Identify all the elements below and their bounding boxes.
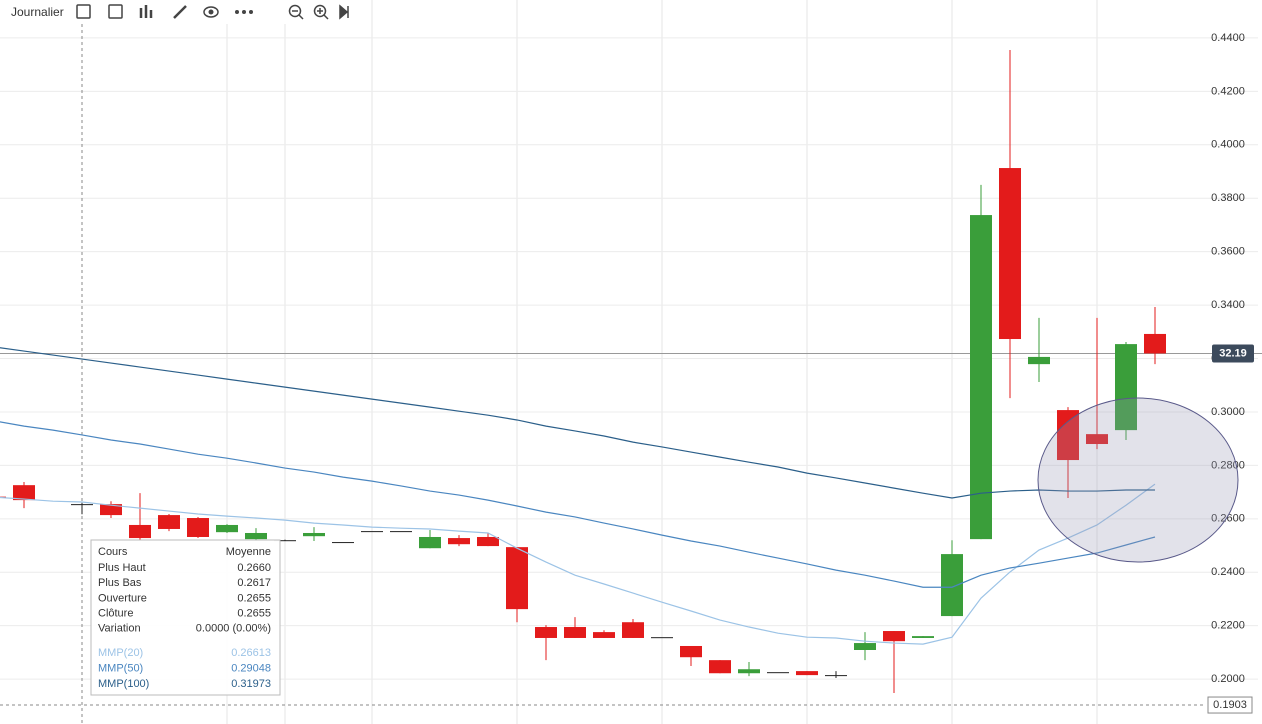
candle-body	[13, 485, 35, 501]
tooltip-value: 0.2660	[237, 562, 271, 574]
tooltip-ma-value: 0.29048	[231, 662, 271, 674]
tooltip-ma-label: MMP(50)	[98, 662, 143, 674]
y-tick-label: 0.2400	[1211, 566, 1245, 578]
y-tick-label: 0.3400	[1211, 299, 1245, 311]
candle-body	[883, 631, 905, 642]
tooltip: Cours Moyenne Plus Haut 0.2660 Plus Bas 0.2…	[90, 539, 281, 696]
tooltip-ma-value: 0.26613	[231, 647, 271, 659]
candle-body	[216, 524, 238, 533]
candle-body	[477, 536, 499, 547]
candle-body	[709, 660, 731, 674]
candle-body	[970, 215, 992, 540]
indicators-icon[interactable]	[139, 5, 153, 18]
period-select[interactable]: Journalier	[11, 5, 64, 19]
candle-body	[448, 538, 470, 545]
candle-body	[506, 547, 528, 610]
candle-body	[187, 518, 209, 537]
crosshair-price-box	[1207, 696, 1253, 714]
last-price-box	[1212, 344, 1254, 363]
tooltip-header: Cours	[98, 546, 128, 558]
moving-average-line	[0, 483, 1156, 645]
y-tick-label: 0.4000	[1211, 139, 1245, 151]
moving-average-line	[0, 421, 1156, 588]
candle-body	[274, 540, 296, 542]
y-tick-label: 0.2800	[1211, 459, 1245, 471]
y-tick-label: 0.3800	[1211, 192, 1245, 204]
tooltip-value: 0.2655	[237, 608, 271, 620]
tooltip-label: Variation	[98, 623, 141, 635]
candle-body	[1086, 434, 1108, 445]
tooltip-label: Plus Bas	[98, 577, 142, 589]
candle-body	[535, 627, 557, 638]
y-tick-label: 0.3000	[1211, 406, 1245, 418]
candle-body	[941, 554, 963, 617]
candle-body	[593, 632, 615, 638]
candle-body	[1115, 344, 1137, 431]
toolbar: Journalier	[0, 0, 360, 24]
tooltip-label: Ouverture	[98, 592, 147, 604]
candle-body	[651, 637, 673, 639]
candle-body	[71, 504, 93, 506]
moving-average-line	[0, 347, 1155, 499]
y-tick-label: 0.2600	[1211, 513, 1245, 525]
tooltip-ma-value: 0.31973	[231, 678, 271, 690]
last-price-label: 32.19	[1219, 347, 1247, 359]
candle-body	[738, 669, 760, 674]
candle-body	[912, 636, 934, 638]
view-icon[interactable]	[203, 6, 219, 18]
y-tick-label: 0.4200	[1211, 85, 1245, 97]
plot-area	[0, 49, 1166, 694]
candle-body	[1144, 333, 1166, 354]
candle-body	[419, 536, 441, 549]
tooltip-value: 0.2655	[237, 592, 271, 604]
candle-body	[245, 532, 267, 540]
price-axis: 0.20000.22000.24000.26000.28000.30000.32…	[1207, 32, 1254, 714]
candle-body	[796, 671, 818, 676]
candle-body	[999, 168, 1021, 340]
highlight-ellipse	[1037, 397, 1239, 563]
calendar-icon[interactable]	[76, 4, 91, 19]
tooltip-label: Clôture	[98, 608, 133, 620]
candle-body	[129, 524, 151, 539]
candle-body	[854, 643, 876, 650]
tooltip-header: Moyenne	[226, 546, 271, 558]
draw-icon[interactable]	[173, 5, 187, 19]
candle-body	[100, 504, 122, 516]
y-tick-label: 0.2000	[1211, 673, 1245, 685]
candle-body	[158, 515, 180, 529]
candle-body	[680, 645, 702, 658]
candle-body	[361, 531, 383, 533]
crosshair-price-label: 0.1903	[1213, 699, 1247, 711]
candle-body	[1028, 356, 1050, 365]
tooltip-box	[90, 539, 281, 696]
tooltip-ma-label: MMP(20)	[98, 647, 143, 659]
y-tick-label: 0.4400	[1211, 32, 1245, 44]
tooltip-value: 0.0000 (0.00%)	[196, 623, 271, 635]
candle-body	[303, 532, 325, 537]
more-icon[interactable]	[235, 10, 253, 14]
candle-body	[390, 531, 412, 533]
chart-type-icon[interactable]	[108, 4, 123, 19]
candle-body	[825, 675, 847, 677]
candle-body	[1057, 410, 1079, 461]
y-tick-label: 0.3600	[1211, 246, 1245, 258]
tooltip-label: Plus Haut	[98, 562, 146, 574]
tooltip-value: 0.2617	[237, 577, 271, 589]
zoom-in-icon[interactable]	[313, 4, 327, 18]
candle-body	[564, 627, 586, 638]
tooltip-ma-label: MMP(100)	[98, 678, 149, 690]
scroll-end-icon[interactable]	[339, 4, 349, 20]
candle-body	[767, 672, 789, 674]
candle-body	[332, 542, 354, 544]
candle-body	[622, 622, 644, 638]
y-tick-label: 0.2200	[1211, 620, 1245, 632]
zoom-out-icon[interactable]	[288, 4, 302, 18]
